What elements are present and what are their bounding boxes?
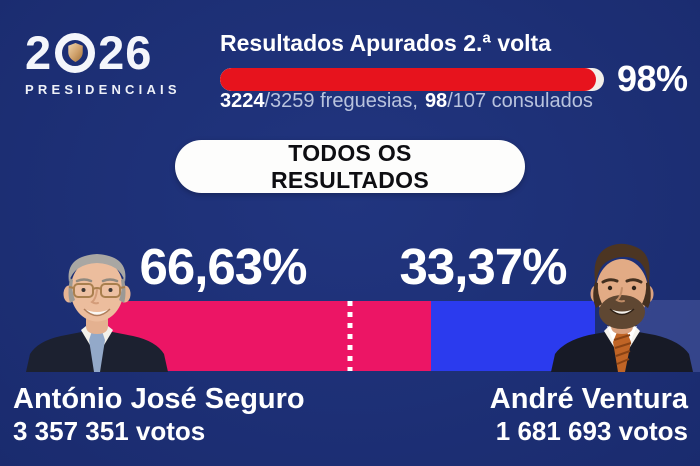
all-results-button[interactable]: TODOS OS RESULTADOS — [175, 140, 525, 193]
consulados-count: 98 — [424, 90, 448, 112]
progress-percent-label: 98% — [617, 58, 688, 99]
ventura-portrait-illustration — [551, 243, 700, 372]
freguesias-total: /3259 freguesias, — [264, 90, 418, 112]
progress-track — [220, 67, 604, 91]
candidate-right-photo — [545, 236, 700, 372]
logo-year-right: 26 — [98, 26, 153, 79]
fifty-percent-dotted-divider — [347, 301, 353, 371]
consulados-total: /107 consulados — [447, 90, 593, 112]
logo-2026-presidenciais: 2 26 PRESIDENCIAIS — [25, 29, 181, 97]
gold-shield-icon — [67, 43, 83, 62]
shield-ring-icon — [55, 32, 96, 73]
progress-fill — [220, 67, 597, 91]
left-percent-label: 66,63% — [139, 238, 308, 295]
left-candidate-name: António José Seguro — [13, 383, 305, 415]
results-title: Resultados Apurados 2.ª volta — [220, 30, 552, 56]
right-percent-label: 33,37% — [399, 238, 568, 295]
logo-year-left: 2 — [25, 26, 53, 79]
freguesias-count: 3224 — [220, 90, 265, 112]
logo-subtitle: PRESIDENCIAIS — [25, 82, 181, 97]
candidate-left-photo — [0, 238, 195, 372]
left-candidate-votes: 3 357 351 votos — [13, 416, 206, 446]
tally-line: 3224/3259 freguesias, 98/107 consulados — [220, 90, 593, 113]
count-progress: 98% — [220, 58, 688, 100]
seguro-portrait-illustration — [26, 254, 168, 372]
logo-year: 2 26 — [25, 29, 181, 76]
right-candidate-name: André Ventura — [489, 383, 688, 415]
right-candidate-votes: 1 681 693 votos — [495, 416, 688, 446]
